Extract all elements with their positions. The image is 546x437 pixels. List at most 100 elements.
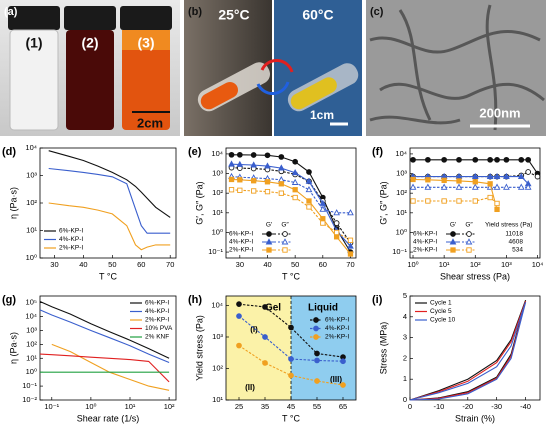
marker — [320, 220, 326, 226]
marker — [320, 216, 326, 222]
marker — [410, 198, 416, 204]
temperature-label: 25°C — [218, 7, 249, 23]
x-tick-label: -20 — [462, 402, 473, 411]
marker — [236, 301, 242, 308]
series-line — [409, 302, 527, 401]
marker — [291, 178, 299, 185]
y-tick-label: 10⁻¹ — [392, 247, 407, 256]
marker — [305, 185, 313, 193]
marker — [265, 238, 273, 245]
marker — [278, 181, 284, 187]
marker — [494, 206, 500, 213]
y-axis-label: η (Pa·s) — [8, 332, 18, 364]
marker — [486, 172, 494, 180]
x-tick-label: 70 — [166, 260, 174, 269]
marker — [313, 334, 319, 340]
panel-label: (a) — [4, 6, 18, 18]
marker — [333, 220, 340, 226]
marker — [517, 172, 525, 180]
marker — [237, 187, 243, 193]
x-tick-label: 70 — [346, 260, 354, 269]
marker — [313, 317, 319, 323]
marker — [494, 156, 500, 163]
marker — [333, 229, 340, 236]
legend-header: G″ — [465, 222, 473, 229]
marker — [347, 251, 354, 257]
marker — [424, 183, 432, 190]
series-line — [51, 343, 170, 391]
marker — [278, 190, 284, 196]
legend-label: 4%-KP-I — [145, 308, 169, 315]
x-axis-label: Shear rate (1/s) — [77, 413, 140, 423]
series-line — [231, 176, 351, 214]
marker — [472, 179, 478, 185]
marker — [262, 360, 268, 366]
marker — [282, 231, 288, 237]
marker — [456, 198, 462, 204]
x-tick-label: -30 — [491, 402, 502, 411]
marker — [314, 378, 320, 384]
y-tick-label: 10² — [26, 198, 37, 207]
series-line — [48, 150, 171, 218]
marker — [292, 187, 298, 193]
x-tick-label: 50 — [291, 260, 299, 269]
y-axis-label: Stress (MPa) — [378, 322, 388, 375]
panel-label: (h) — [188, 294, 202, 306]
x-axis-label: T °C — [282, 413, 300, 423]
y-tick-label: 10⁰ — [26, 253, 37, 262]
legend-label: Cycle 1 — [430, 300, 452, 307]
y-tick-label: 10¹ — [212, 395, 223, 404]
marker — [288, 324, 294, 331]
marker — [524, 183, 532, 190]
marker — [228, 187, 235, 193]
temperature-label: 60°C — [302, 7, 333, 23]
marker — [456, 156, 462, 163]
y-tick-label: 10¹ — [26, 353, 37, 362]
legend-label: 4%-KP-I — [229, 239, 253, 246]
y-axis-label: G′, G″ (Pa) — [194, 181, 204, 224]
photo-c: (c) 200nm — [366, 0, 546, 136]
y-tick-label: 1 — [403, 374, 407, 383]
marker — [471, 172, 479, 180]
legend-label: 2%-KP-I — [325, 334, 349, 341]
y-tick-label: 10¹ — [396, 208, 407, 217]
y-tick-label: 10⁴ — [25, 143, 37, 152]
legend-header: G′ — [450, 222, 457, 229]
marker — [333, 209, 340, 216]
marker — [441, 177, 447, 184]
y-tick-label: 10⁰ — [212, 227, 223, 236]
legend-header: G′ — [266, 222, 273, 229]
marker — [236, 151, 243, 158]
legend-label: 2%-KP-I — [59, 245, 83, 252]
marker — [305, 177, 313, 184]
marker — [340, 358, 346, 365]
legend-label: 6%-KP-I — [145, 300, 169, 307]
x-tick-label: 60 — [319, 260, 327, 269]
marker — [440, 183, 448, 190]
x-tick-label: 30 — [236, 260, 244, 269]
x-axis-label: Strain (%) — [455, 413, 495, 423]
series-line — [39, 300, 170, 359]
marker — [450, 231, 456, 237]
x-tick-label: 45 — [287, 402, 295, 411]
marker — [292, 158, 298, 165]
plot-frame — [409, 295, 541, 401]
y-axis-label: Yield stress (Pa) — [194, 315, 204, 381]
plot-frame — [39, 295, 177, 401]
marker — [282, 247, 288, 253]
marker — [466, 247, 472, 253]
annotation: (III) — [330, 375, 342, 384]
x-tick-label: -10 — [433, 402, 444, 411]
panel-label: (c) — [370, 6, 384, 18]
series-line — [413, 176, 529, 185]
legend-header: Yield stress (Pa) — [485, 222, 532, 229]
marker — [288, 372, 294, 379]
series-line — [231, 178, 351, 255]
marker — [264, 179, 271, 185]
plot-frame — [225, 147, 357, 259]
y-axis-label: G′, G″ (Pa) — [378, 181, 388, 224]
marker — [266, 231, 272, 237]
marker — [410, 176, 416, 183]
series-line — [238, 303, 344, 358]
